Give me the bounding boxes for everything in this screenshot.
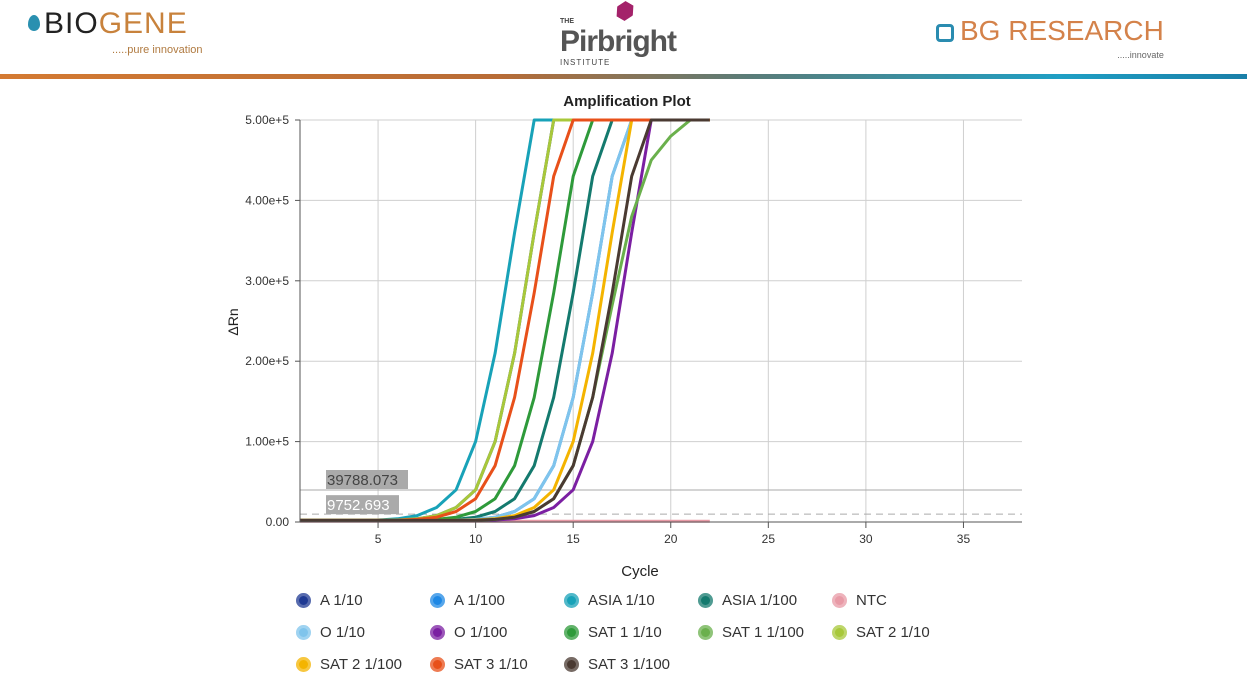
series-lines (300, 118, 710, 523)
legend-label: A 1/10 (320, 592, 363, 609)
legend-label: SAT 1 1/100 (722, 624, 805, 641)
series-line-sat-3-1-100 (300, 118, 710, 522)
legend-marker-icon (564, 657, 579, 672)
series-line-asia-1-100 (300, 118, 710, 522)
threshold-label: 9752.693 (327, 497, 390, 514)
legend-item[interactable]: O 1/10 (296, 624, 365, 641)
legend-label: SAT 2 1/10 (856, 624, 930, 641)
drop-icon (28, 15, 40, 31)
legend-item[interactable]: SAT 2 1/100 (296, 656, 402, 673)
logo-text: RESEARCH (1008, 15, 1164, 46)
series-line-o-1-10 (300, 118, 710, 522)
series-line-o-1-100 (300, 118, 710, 522)
series-line-sat-3-1-10 (300, 118, 710, 522)
chart-title: Amplification Plot (563, 93, 691, 110)
series-line-asia-1-10 (300, 118, 710, 522)
legend-label: NTC (856, 592, 887, 609)
legend-item[interactable]: O 1/100 (430, 624, 507, 641)
legend-item[interactable]: SAT 1 1/100 (698, 624, 804, 641)
series-line-a-1-10 (300, 118, 710, 522)
x-tick-label: 20 (664, 532, 678, 546)
x-tick-label: 30 (859, 532, 873, 546)
series-line-sat-1-1-10 (300, 118, 710, 522)
x-axis-label: Cycle (621, 563, 659, 580)
logo-tagline: .....pure innovation (112, 44, 203, 56)
series-line-sat-2-1-10 (300, 118, 710, 522)
legend-item[interactable]: ASIA 1/100 (698, 592, 797, 609)
logo-text: BG (960, 15, 1009, 46)
legend-marker-icon (564, 625, 579, 640)
y-tick-label: 0.00 (266, 515, 290, 529)
legend-item[interactable]: SAT 1 1/10 (564, 624, 662, 641)
legend-label: ASIA 1/100 (722, 592, 798, 609)
logo-tagline: .....innovate (1117, 50, 1164, 60)
legend-label: SAT 2 1/100 (320, 656, 403, 673)
threshold-label-box (326, 495, 399, 515)
series-line-sat-2-1-100 (300, 118, 710, 522)
legend-item[interactable]: SAT 3 1/10 (430, 656, 528, 673)
legend-marker-icon (832, 625, 847, 640)
legend-label: SAT 3 1/100 (588, 656, 671, 673)
legend-item[interactable]: A 1/10 (296, 592, 363, 609)
legend-item[interactable]: ASIA 1/10 (564, 592, 655, 609)
legend-label: SAT 1 1/10 (588, 624, 662, 641)
legend-marker-icon (430, 593, 445, 608)
threshold-label: 39788.073 (327, 472, 398, 489)
legend-label: SAT 3 1/10 (454, 656, 528, 673)
pirbright-logo: THE Pirbright INSTITUTE (560, 2, 677, 68)
legend-label: O 1/100 (454, 624, 508, 641)
logo-text: BIO (44, 7, 99, 40)
y-tick-label: 4.00e+5 (245, 193, 289, 207)
legend-marker-icon (430, 657, 445, 672)
thresholds: 39788.073 9752.693 (300, 470, 1022, 515)
legend-label: O 1/10 (320, 624, 366, 641)
series-line-sat-1-1-100 (300, 118, 710, 522)
header-divider (0, 74, 1247, 79)
threshold-label-box (326, 470, 408, 490)
logo-text: INSTITUTE (560, 58, 611, 67)
legend-marker-icon (698, 625, 713, 640)
legend-marker-icon (296, 657, 311, 672)
y-tick-label: 5.00e+5 (245, 113, 289, 127)
legend-item[interactable]: SAT 3 1/100 (564, 656, 670, 673)
legend-marker-icon (430, 625, 445, 640)
y-tick-label: 3.00e+5 (245, 274, 289, 288)
legend-marker-icon (698, 593, 713, 608)
x-tick-label: 25 (762, 532, 776, 546)
y-axis-label: ΔRn (225, 308, 241, 335)
legend-marker-icon (564, 593, 579, 608)
chip-icon (936, 24, 954, 42)
series-line-a-1-100 (300, 118, 710, 522)
biogene-logo: BIOGENE .....pure innovation (28, 7, 203, 56)
legend-marker-icon (296, 625, 311, 640)
x-tick-label: 35 (957, 532, 971, 546)
legend-item[interactable]: SAT 2 1/10 (832, 624, 930, 641)
legend-item[interactable]: NTC (832, 592, 887, 609)
x-tick-label: 5 (375, 532, 382, 546)
x-tick-label: 10 (469, 532, 483, 546)
y-tick-label: 2.00e+5 (245, 354, 289, 368)
legend-label: A 1/100 (454, 592, 505, 609)
bg-research-logo: BG RESEARCH .....innovate (936, 15, 1164, 60)
grid (300, 119, 1022, 523)
legend-item[interactable]: A 1/100 (430, 592, 505, 609)
logo-text: THE (560, 18, 574, 25)
legend-label: ASIA 1/10 (588, 592, 655, 609)
x-tick-label: 15 (567, 532, 581, 546)
legend-marker-icon (832, 593, 847, 608)
legend-marker-icon (296, 593, 311, 608)
header: BIOGENE .....pure innovation THE Pirbrig… (0, 0, 1247, 80)
axes: 0.00 1.00e+5 2.00e+5 3.00e+5 4.00e+5 5.00e+5 5… (245, 113, 1022, 546)
logo-text: Pirbright (560, 25, 677, 58)
logo-text: GENE (98, 7, 188, 40)
y-tick-label: 1.00e+5 (245, 435, 289, 449)
